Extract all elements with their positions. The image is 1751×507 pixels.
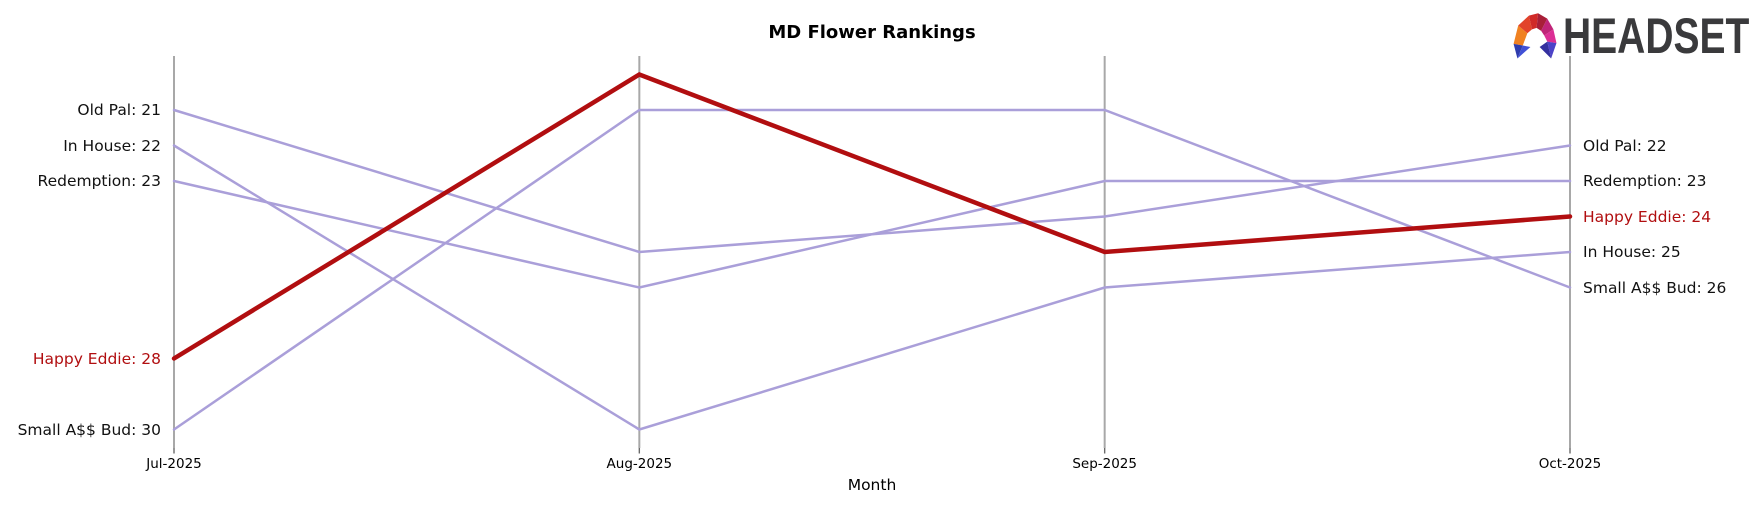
logo-facet-1: [1518, 15, 1532, 34]
headset-logo-text: HEADSET: [1563, 7, 1750, 64]
series-line-small-a-bud: [172, 108, 1572, 431]
series-end-label-in-house: In House: 25: [1583, 243, 1681, 261]
headset-logo: HEADSET: [1509, 8, 1751, 63]
series-end-label-redemption: Redemption: 23: [1583, 172, 1707, 190]
series-start-label-redemption: Redemption: 23: [37, 172, 162, 190]
series-line-happy-eddie: [171, 72, 1573, 361]
x-axis-title: Month: [847, 476, 897, 494]
logo-facet-9: [1539, 41, 1552, 59]
logo-facet-7: [1517, 45, 1531, 59]
series-start-label-in-house: In House: 22: [63, 136, 161, 155]
logo-facet-4: [1541, 18, 1554, 36]
logo-facet-3: [1536, 13, 1548, 31]
series-end-label-old-pal: Old Pal: 22: [1583, 136, 1667, 155]
x-tick-label-sep-2025: Sep-2025: [1072, 456, 1137, 472]
logo-facet-8: [1547, 41, 1557, 59]
logo-facet-0: [1513, 25, 1528, 46]
x-tick-label-oct-2025: Oct-2025: [1538, 456, 1602, 472]
x-tick-label-jul-2025: Jul-2025: [146, 456, 202, 472]
headset-logo-icon: [1513, 13, 1557, 59]
series-end-label-small-a-bud: Small A$$ Bud: 26: [1583, 278, 1727, 297]
series-start-label-small-a-bud: Small A$$ Bud: 30: [17, 420, 161, 439]
logo-facet-6: [1513, 43, 1523, 59]
x-tick-label-aug-2025: Aug-2025: [606, 456, 673, 472]
series-end-label-happy-eddie: Happy Eddie: 24: [1583, 207, 1712, 226]
chart-title: MD Flower Rankings: [768, 22, 976, 43]
logo-facet-2: [1528, 13, 1539, 30]
series-start-label-old-pal: Old Pal: 21: [77, 101, 161, 119]
series-line-in-house: [172, 144, 1572, 431]
series-line-redemption: [172, 179, 1572, 289]
logo-facet-5: [1544, 29, 1557, 44]
series-start-label-happy-eddie: Happy Eddie: 28: [32, 349, 161, 368]
